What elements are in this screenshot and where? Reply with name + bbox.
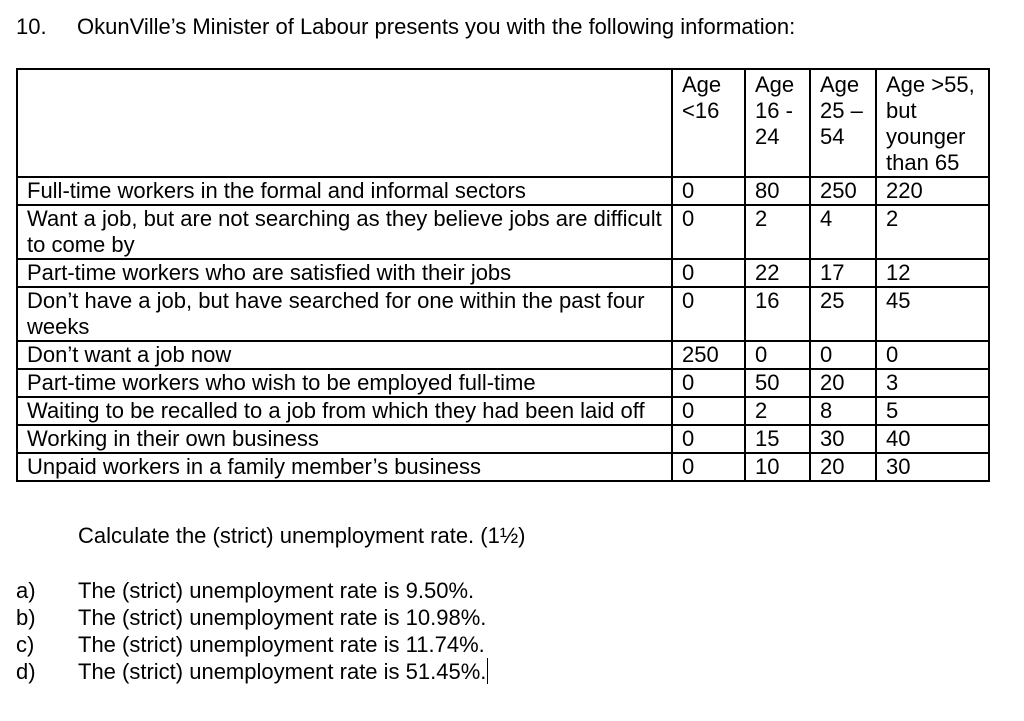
row-value: 250 <box>809 176 877 206</box>
header-cell-age-55-65: Age >55, but younger than 65 <box>875 68 990 178</box>
row-value: 2 <box>744 396 811 426</box>
row-value: 220 <box>875 176 990 206</box>
row-value: 3 <box>875 368 990 398</box>
answer-option-d[interactable]: d) The (strict) unemployment rate is 51.4… <box>16 658 489 685</box>
table-row: Full-time workers in the formal and info… <box>16 176 990 206</box>
row-label: Part-time workers who are satisfied with… <box>16 258 673 288</box>
answer-options: a) The (strict) unemployment rate is 9.50… <box>16 577 489 685</box>
row-value: 12 <box>875 258 990 288</box>
row-value: 0 <box>671 396 746 426</box>
option-letter: b) <box>16 605 36 630</box>
row-value: 50 <box>744 368 811 398</box>
row-value: 0 <box>671 424 746 454</box>
table-row: Unpaid workers in a family member’s busi… <box>16 452 990 482</box>
row-value: 16 <box>744 286 811 342</box>
text-cursor <box>487 658 489 684</box>
row-value: 5 <box>875 396 990 426</box>
row-label: Full-time workers in the formal and info… <box>16 176 673 206</box>
question-number: 10. <box>16 14 47 39</box>
table-row: Part-time workers who wish to be employe… <box>16 368 990 398</box>
row-value: 0 <box>744 340 811 370</box>
table-row: Don’t have a job, but have searched for … <box>16 286 990 342</box>
row-label: Working in their own business <box>16 424 673 454</box>
header-cell-age-16-24: Age 16 - 24 <box>744 68 811 178</box>
row-value: 30 <box>809 424 877 454</box>
table-row: Waiting to be recalled to a job from whi… <box>16 396 990 426</box>
row-value: 250 <box>671 340 746 370</box>
answer-option-a[interactable]: a) The (strict) unemployment rate is 9.50… <box>16 577 488 604</box>
table-row: Working in their own business 0 15 30 40 <box>16 424 990 454</box>
option-text: The (strict) unemployment rate is 11.74%… <box>78 632 485 657</box>
question-heading: 10. OkunVille’s Minister of Labour presen… <box>16 12 795 42</box>
row-value: 15 <box>744 424 811 454</box>
row-value: 0 <box>671 452 746 482</box>
row-value: 0 <box>875 340 990 370</box>
row-value: 40 <box>875 424 990 454</box>
answer-option-c[interactable]: c) The (strict) unemployment rate is 11.7… <box>16 631 488 658</box>
row-value: 80 <box>744 176 811 206</box>
row-value: 8 <box>809 396 877 426</box>
option-letter: c) <box>16 632 35 657</box>
row-value: 0 <box>671 368 746 398</box>
row-label: Unpaid workers in a family member’s busi… <box>16 452 673 482</box>
row-label: Don’t want a job now <box>16 340 673 370</box>
row-value: 17 <box>809 258 877 288</box>
row-label: Don’t have a job, but have searched for … <box>16 286 673 342</box>
option-text: The (strict) unemployment rate is 51.45%… <box>78 659 487 684</box>
header-cell-age-25-54: Age 25 – 54 <box>809 68 877 178</box>
row-value: 0 <box>671 258 746 288</box>
row-value: 2 <box>875 204 990 260</box>
row-value: 25 <box>809 286 877 342</box>
row-value: 22 <box>744 258 811 288</box>
question-instruction: Calculate the (strict) unemployment rate… <box>78 523 526 548</box>
row-value: 10 <box>744 452 811 482</box>
row-value: 0 <box>671 176 746 206</box>
option-text: The (strict) unemployment rate is 10.98%… <box>78 605 487 630</box>
row-value: 0 <box>809 340 877 370</box>
row-value: 20 <box>809 452 877 482</box>
option-letter: a) <box>16 578 36 603</box>
labour-table: Age <16 Age 16 - 24 Age 25 – 54 Age >55,… <box>16 68 990 482</box>
option-letter: d) <box>16 659 36 684</box>
option-text: The (strict) unemployment rate is 9.50%. <box>78 578 475 603</box>
row-value: 2 <box>744 204 811 260</box>
row-value: 4 <box>809 204 877 260</box>
table-row: Want a job, but are not searching as the… <box>16 204 990 260</box>
answer-option-b[interactable]: b) The (strict) unemployment rate is 10.9… <box>16 604 488 631</box>
row-value: 0 <box>671 286 746 342</box>
row-value: 30 <box>875 452 990 482</box>
row-value: 20 <box>809 368 877 398</box>
header-cell-age-under-16: Age <16 <box>671 68 746 178</box>
row-label: Part-time workers who wish to be employe… <box>16 368 673 398</box>
row-value: 45 <box>875 286 990 342</box>
table-row: Don’t want a job now 250 0 0 0 <box>16 340 990 370</box>
header-cell-category <box>16 68 673 178</box>
table-row: Part-time workers who are satisfied with… <box>16 258 990 288</box>
question-text: OkunVille’s Minister of Labour presents … <box>77 14 796 39</box>
table-header-row: Age <16 Age 16 - 24 Age 25 – 54 Age >55,… <box>16 68 990 178</box>
row-value: 0 <box>671 204 746 260</box>
row-label: Want a job, but are not searching as the… <box>16 204 673 260</box>
row-label: Waiting to be recalled to a job from whi… <box>16 396 673 426</box>
